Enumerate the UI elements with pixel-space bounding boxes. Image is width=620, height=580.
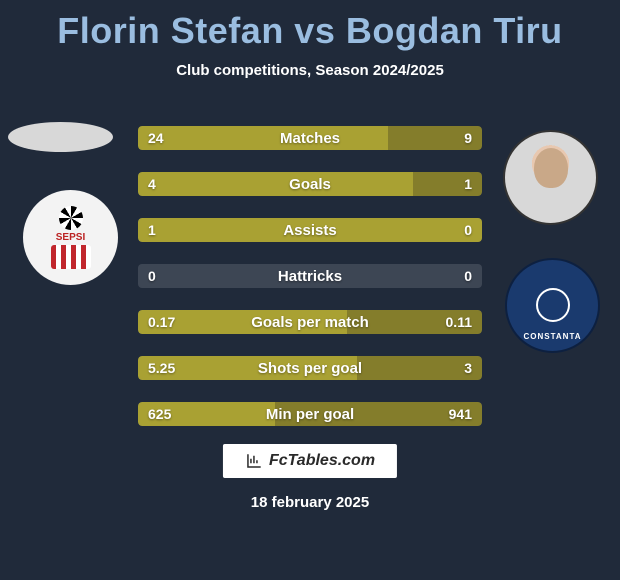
stat-right-value: 0.11 [446,314,472,330]
crest-right-text: CONSTANTA [523,332,581,341]
stat-label: Min per goal [138,406,482,423]
stat-right-value: 941 [449,406,472,422]
player-left-avatar [8,122,113,152]
player-right-avatar [503,130,598,225]
stat-row: 1Assists0 [138,218,482,242]
stat-right-value: 9 [464,130,472,146]
stat-right-value: 1 [464,176,472,192]
site-name: FcTables.com [269,452,375,470]
club-left-crest: SEPSI [23,190,118,285]
crest-left-text: SEPSI [56,232,85,243]
page-title: Florin Stefan vs Bogdan Tiru [0,0,620,52]
site-badge: FcTables.com [223,444,397,478]
stat-row: 5.25Shots per goal3 [138,356,482,380]
stat-right-value: 3 [464,360,472,376]
chart-icon [245,452,263,470]
stat-row: 625Min per goal941 [138,402,482,426]
stat-label: Shots per goal [138,360,482,377]
date-text: 18 february 2025 [0,494,620,511]
stat-row: 0Hattricks0 [138,264,482,288]
stat-row: 24Matches9 [138,126,482,150]
stat-label: Goals [138,176,482,193]
stat-label: Goals per match [138,314,482,331]
club-right-crest: CONSTANTA [505,258,600,353]
stat-row: 0.17Goals per match0.11 [138,310,482,334]
stat-row: 4Goals1 [138,172,482,196]
stripes-icon [51,245,91,269]
subtitle: Club competitions, Season 2024/2025 [0,62,620,79]
stat-label: Hattricks [138,268,482,285]
stat-label: Assists [138,222,482,239]
comparison-bars: 24Matches94Goals11Assists00Hattricks00.1… [138,126,482,448]
ball-icon [59,206,83,230]
stat-label: Matches [138,130,482,147]
stat-right-value: 0 [464,268,472,284]
stat-right-value: 0 [464,222,472,238]
